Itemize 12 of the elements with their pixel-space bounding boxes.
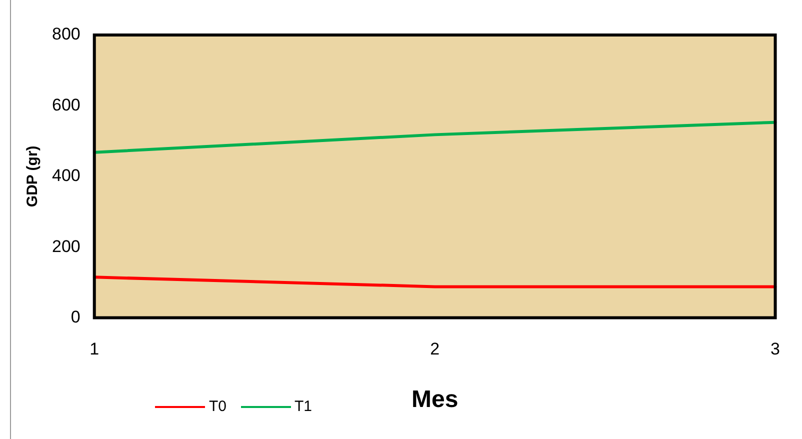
x-tick-label: 1 [90,340,100,359]
x-tick-label: 3 [770,340,780,359]
y-tick-label: 800 [52,24,80,44]
y-tick-label: 0 [70,307,80,326]
y-tick-label: 400 [52,166,80,186]
y-axis-title: GDP (gr) [24,146,42,208]
legend-label: T1 [294,398,312,415]
y-tick-label: 200 [52,236,80,256]
legend-label: T0 [209,398,227,415]
x-tick-label: 2 [430,340,440,359]
x-axis-title: Mes [411,386,458,414]
y-tick-label: 600 [52,95,80,114]
